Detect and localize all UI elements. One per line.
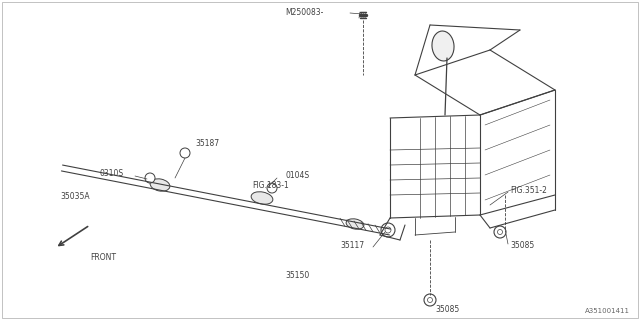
Ellipse shape [150,179,170,191]
Text: 35150: 35150 [285,270,309,279]
Text: A351001411: A351001411 [585,308,630,314]
Ellipse shape [432,31,454,61]
Text: 35187: 35187 [195,139,219,148]
Circle shape [145,173,155,183]
Circle shape [494,226,506,238]
Circle shape [381,223,395,237]
Text: M250083-: M250083- [285,7,323,17]
Text: 35085: 35085 [435,306,460,315]
Circle shape [267,183,277,193]
Circle shape [180,148,190,158]
Ellipse shape [346,219,364,229]
Text: FIG.183-1: FIG.183-1 [252,180,289,189]
Circle shape [424,294,436,306]
Text: 35085: 35085 [510,241,534,250]
Ellipse shape [251,192,273,204]
Text: 0104S: 0104S [285,171,309,180]
Text: 35035A: 35035A [60,191,90,201]
Text: 35117: 35117 [340,241,364,250]
Text: FIG.351-2: FIG.351-2 [510,186,547,195]
Text: FRONT: FRONT [90,253,116,262]
Text: 0310S: 0310S [100,169,124,178]
